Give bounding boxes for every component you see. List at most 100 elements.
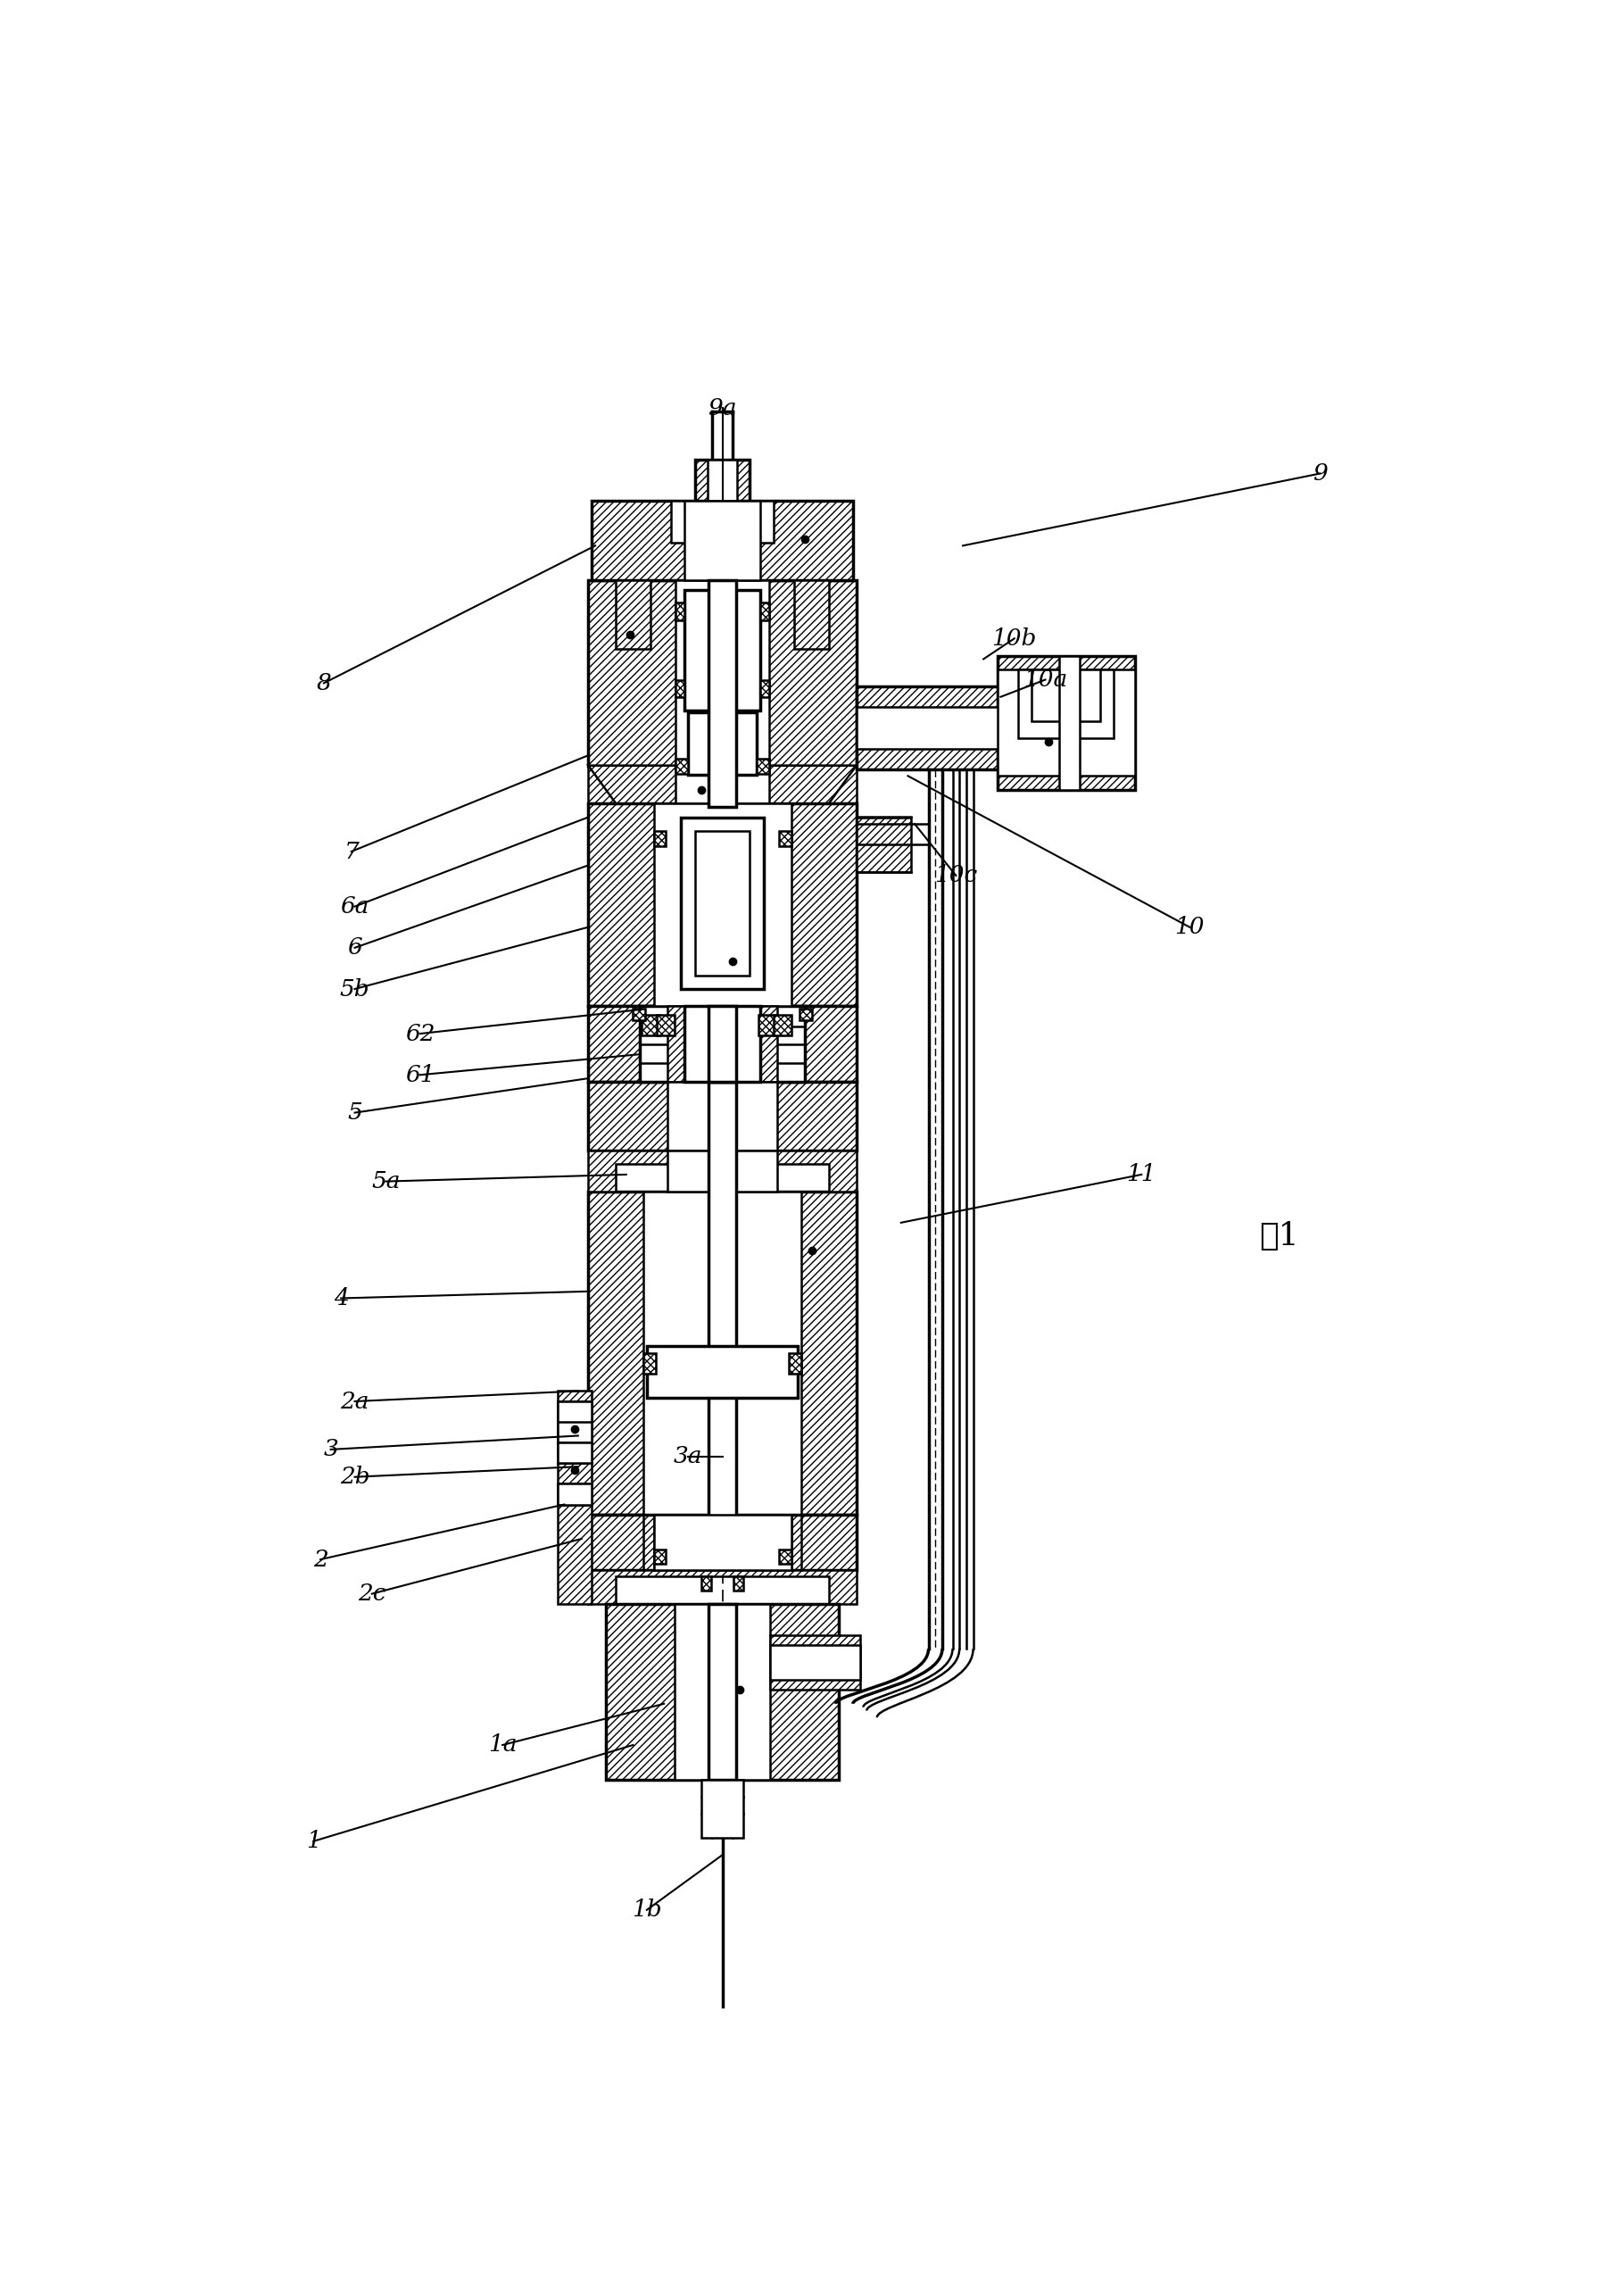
Bar <box>760 679 770 697</box>
Text: 11: 11 <box>1127 1163 1156 1186</box>
Bar <box>671 500 775 542</box>
Bar <box>674 1604 770 1780</box>
Text: 10a: 10a <box>1023 670 1067 690</box>
Bar <box>856 818 911 873</box>
Bar <box>708 580 736 807</box>
Bar <box>770 1645 859 1679</box>
Bar <box>778 1549 791 1565</box>
Text: 9a: 9a <box>708 398 737 420</box>
Text: 8: 8 <box>317 672 331 695</box>
Bar <box>997 670 1135 777</box>
Bar <box>653 1515 791 1570</box>
Text: 1: 1 <box>305 1830 322 1853</box>
Bar <box>641 1015 659 1035</box>
Text: 5: 5 <box>348 1101 362 1124</box>
Text: 4: 4 <box>333 1286 349 1309</box>
Bar <box>606 1604 840 1780</box>
Bar <box>643 1193 801 1515</box>
Bar <box>997 656 1135 791</box>
Bar <box>758 1015 776 1035</box>
Bar <box>685 590 760 711</box>
Text: 3a: 3a <box>674 1444 703 1467</box>
Bar <box>646 1346 797 1398</box>
Bar <box>557 1401 591 1421</box>
Polygon shape <box>588 1149 856 1193</box>
Bar <box>557 1442 591 1462</box>
Text: 2: 2 <box>313 1549 328 1570</box>
Bar <box>653 832 666 845</box>
Bar <box>633 1008 645 1021</box>
Bar <box>667 1005 778 1081</box>
Text: 1b: 1b <box>632 1899 663 1922</box>
Bar <box>557 1392 591 1604</box>
Bar <box>1018 670 1114 738</box>
Bar <box>799 1008 812 1021</box>
Text: 2c: 2c <box>357 1584 387 1604</box>
Bar <box>1031 670 1101 722</box>
Bar <box>778 832 791 845</box>
Bar <box>557 1401 591 1442</box>
Text: 2a: 2a <box>341 1389 369 1412</box>
Text: 62: 62 <box>404 1021 435 1044</box>
Text: 5a: 5a <box>372 1170 400 1193</box>
Bar <box>757 759 770 775</box>
Bar <box>794 580 828 649</box>
Bar <box>708 1005 736 1081</box>
Bar <box>667 1081 778 1149</box>
Bar <box>676 765 770 804</box>
Text: 1a: 1a <box>487 1734 516 1757</box>
Bar <box>856 686 1056 770</box>
Bar <box>643 1353 656 1373</box>
Polygon shape <box>588 1570 856 1604</box>
Text: 2b: 2b <box>339 1465 370 1488</box>
Bar <box>653 804 791 1005</box>
Bar <box>656 1015 674 1035</box>
Bar <box>789 1353 801 1373</box>
Text: 7: 7 <box>344 841 359 864</box>
Bar <box>856 706 1056 749</box>
Polygon shape <box>588 765 856 804</box>
Bar <box>695 459 750 500</box>
Bar <box>708 1081 736 1522</box>
Bar <box>591 500 853 580</box>
Bar <box>588 804 856 1005</box>
Text: 6a: 6a <box>341 896 369 919</box>
Bar <box>695 832 750 976</box>
Text: 5b: 5b <box>339 978 370 1001</box>
Bar <box>770 1636 859 1691</box>
Bar <box>615 580 650 649</box>
Text: 10c: 10c <box>934 864 978 887</box>
Bar <box>708 1604 736 1780</box>
Bar <box>588 1193 856 1515</box>
Bar <box>702 1780 742 1837</box>
Bar <box>760 603 770 619</box>
Bar <box>557 1483 591 1504</box>
Bar <box>588 1005 856 1081</box>
Bar <box>667 1149 778 1193</box>
Bar <box>734 1577 742 1590</box>
Bar <box>685 1005 760 1081</box>
Text: 10: 10 <box>1174 916 1205 939</box>
Bar <box>676 580 770 765</box>
Bar <box>685 500 760 580</box>
Bar <box>653 1549 666 1565</box>
Bar <box>702 1577 711 1590</box>
Text: 6: 6 <box>348 937 362 960</box>
Text: 图1: 图1 <box>1259 1220 1299 1252</box>
Bar <box>676 679 685 697</box>
Bar <box>640 1005 806 1081</box>
Bar <box>1059 656 1080 791</box>
Bar <box>689 713 757 775</box>
Bar <box>680 818 763 989</box>
Bar <box>588 765 856 804</box>
Text: 61: 61 <box>404 1065 435 1085</box>
Bar <box>588 1081 856 1149</box>
Bar <box>775 1015 793 1035</box>
Text: 10b: 10b <box>992 628 1036 649</box>
Bar <box>676 759 689 775</box>
Bar <box>588 580 856 765</box>
Bar <box>706 459 737 500</box>
Text: 3: 3 <box>323 1437 338 1460</box>
Bar <box>676 603 685 619</box>
Bar <box>588 1515 856 1570</box>
